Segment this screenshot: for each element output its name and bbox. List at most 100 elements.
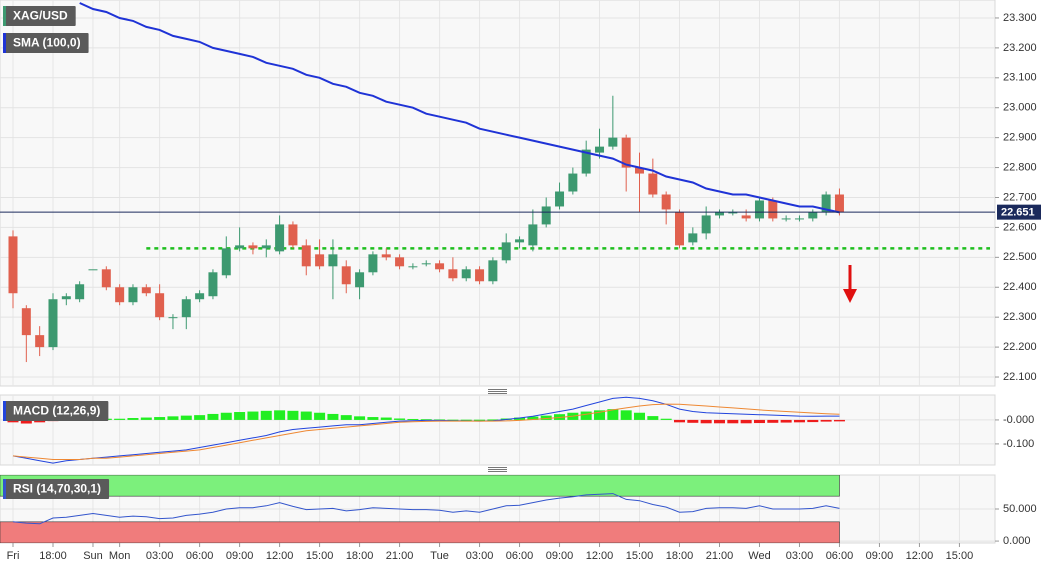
candle-body (301, 245, 311, 267)
candle-body (581, 149, 591, 174)
candle-body (621, 137, 631, 168)
histogram-bar (634, 412, 646, 420)
candle-body (648, 173, 658, 195)
histogram-bar (274, 410, 286, 420)
candle-body (328, 254, 338, 267)
x-tick-label: 15:00 (626, 550, 654, 562)
histogram-bar (527, 416, 539, 420)
candle-body (741, 215, 751, 219)
macd-plot (0, 395, 995, 465)
x-tick-label: 18:00 (39, 550, 67, 562)
y-tick-label: 23.100 (1003, 72, 1037, 84)
histogram-bar (753, 419, 765, 424)
y-tick-label: 22.800 (1003, 161, 1037, 173)
x-tick-label: 09:00 (226, 550, 254, 562)
histogram-bar (207, 413, 219, 420)
legend-swatch (3, 6, 6, 26)
histogram-bar (607, 409, 619, 420)
x-tick-label: 06:00 (826, 550, 854, 562)
y-tick-label: 22.300 (1003, 311, 1037, 323)
macd-line (12, 396, 840, 464)
histogram-bar (247, 411, 259, 420)
candle-body (501, 242, 511, 261)
y-tick-label: 22.600 (1003, 221, 1037, 233)
histogram-bar (727, 419, 739, 424)
candle-body (675, 212, 684, 246)
histogram-bar (700, 419, 712, 424)
legend-label: RSI (14,70,30,1) (13, 482, 101, 496)
histogram-bar (154, 417, 166, 420)
candle-body (221, 248, 231, 276)
candle-body (781, 218, 791, 220)
candle-body (395, 257, 405, 267)
y-tick-label: 22.700 (1003, 191, 1037, 203)
candle-body (155, 293, 165, 318)
panel-grip[interactable] (488, 467, 507, 472)
x-tick-label: 09:00 (866, 550, 894, 562)
histogram-bar (260, 410, 272, 420)
candle-body (528, 224, 538, 246)
y-tick-label: 22.500 (1003, 251, 1037, 263)
histogram-bar (180, 415, 192, 420)
legend-box (3, 401, 109, 421)
histogram-bar (367, 417, 379, 420)
candle-body (235, 245, 245, 249)
candle-body (515, 239, 525, 243)
histogram-bar (340, 415, 352, 420)
candle-body (794, 218, 804, 220)
x-tick-label: 03:00 (786, 550, 814, 562)
candle-body (635, 167, 645, 174)
candle-body (35, 335, 45, 348)
y-tick-label: 22.100 (1003, 371, 1037, 383)
candle-body (341, 266, 351, 285)
candle-body (88, 269, 98, 271)
candle-body (808, 212, 818, 219)
histogram-bar (833, 419, 845, 422)
histogram-bar (580, 411, 592, 420)
histogram-bar (327, 413, 339, 420)
x-tick-label: Mon (109, 550, 130, 562)
histogram-bar (20, 419, 32, 424)
histogram-bar (140, 417, 152, 420)
sma-line (79, 2, 840, 214)
histogram-bar (793, 419, 805, 423)
histogram-bar (407, 418, 419, 420)
histogram-bar (7, 419, 19, 423)
legend-box (3, 6, 76, 26)
y-tick-label: 22.200 (1003, 341, 1037, 353)
panel-grip[interactable] (488, 389, 507, 394)
y-tick-label: 50.000 (1003, 503, 1037, 515)
histogram-bar (514, 417, 526, 420)
candle-body (195, 293, 205, 300)
histogram-bar (167, 416, 179, 420)
histogram-bar (647, 416, 659, 420)
legend-label: MACD (12,26,9) (13, 404, 100, 418)
histogram-bar (300, 411, 312, 420)
candle-body (421, 263, 431, 265)
candle-body (368, 254, 378, 273)
candle-body (261, 245, 271, 249)
x-tick-label: 03:00 (146, 550, 174, 562)
price-label-box (997, 204, 1041, 220)
candle-body (834, 194, 844, 213)
overbought-zone (0, 475, 840, 497)
price-plot (0, 0, 995, 386)
histogram-bar (780, 419, 792, 423)
x-tick-label: 06:00 (506, 550, 534, 562)
candle-body (461, 269, 471, 279)
histogram-bar (220, 412, 232, 420)
candle-body (768, 200, 778, 219)
histogram-bar (380, 417, 392, 420)
candle-body (541, 206, 551, 225)
candle-body (101, 269, 111, 288)
histogram-bar (620, 410, 632, 420)
candle-body (488, 260, 498, 282)
histogram-bar (594, 410, 606, 420)
rsi-plot (0, 475, 995, 543)
candle-body (555, 191, 565, 207)
candle-body (288, 224, 298, 246)
macd-line (12, 403, 840, 460)
candle-body (61, 296, 71, 300)
candle-body (115, 287, 125, 303)
